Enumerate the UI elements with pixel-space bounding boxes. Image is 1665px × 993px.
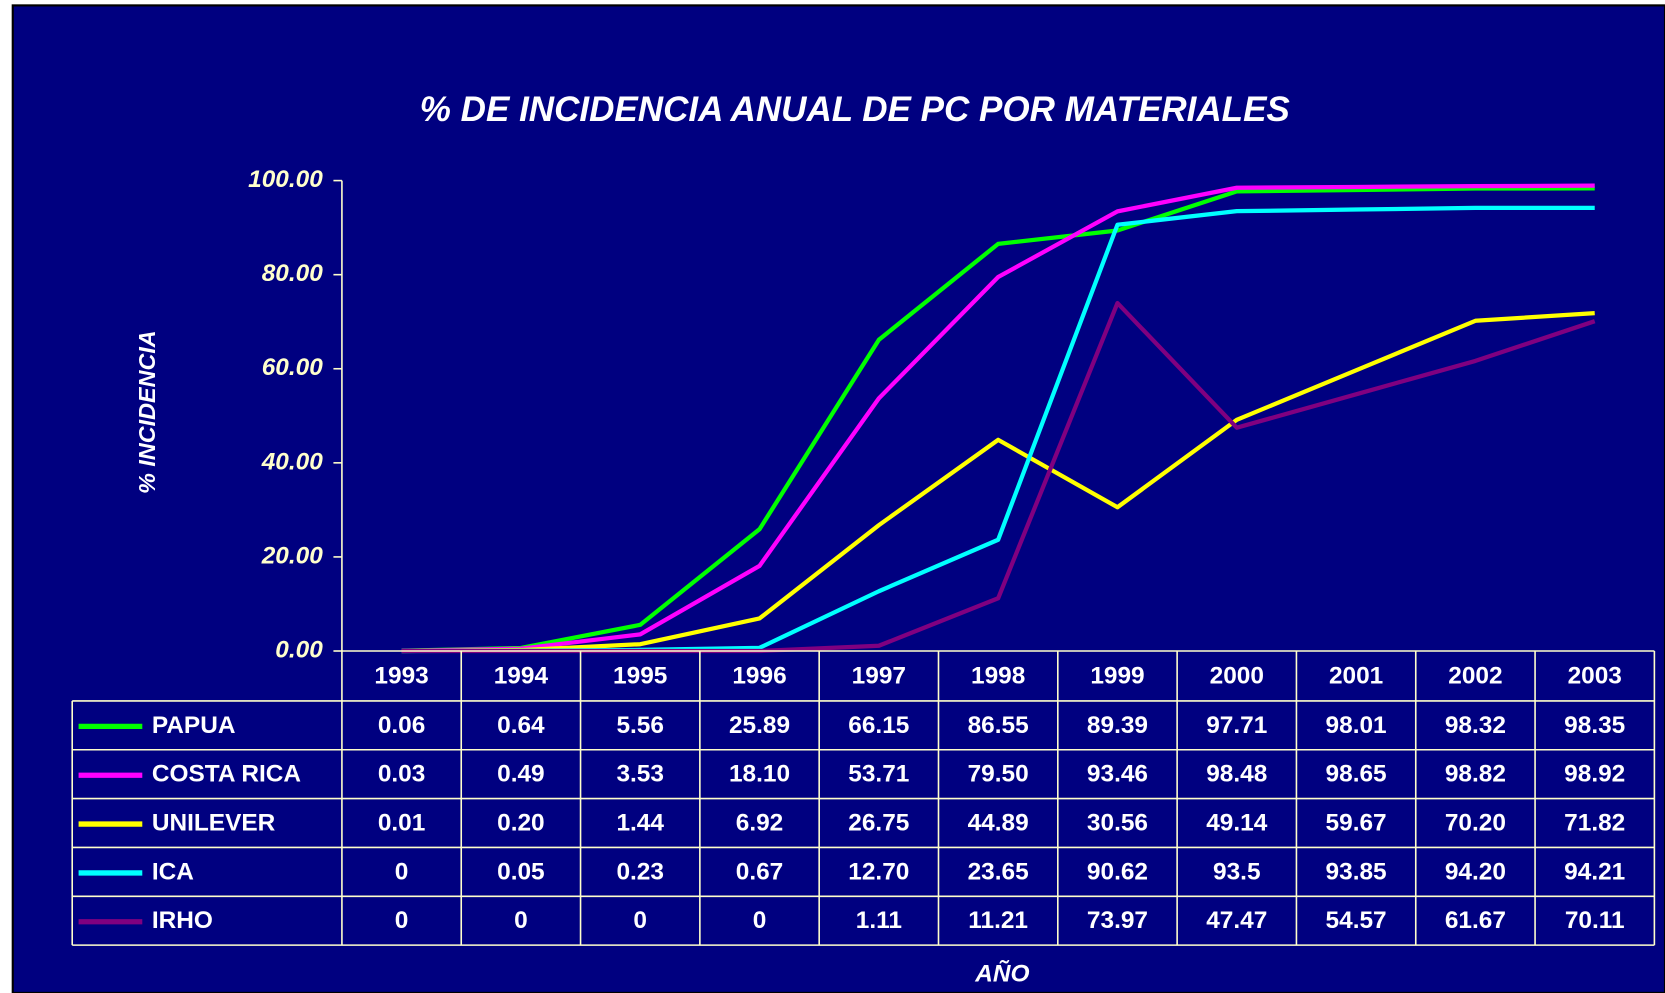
y-tick-label: 80.00 — [262, 260, 324, 287]
data-label: 66.15 — [848, 712, 909, 739]
data-label: 0 — [514, 907, 528, 934]
data-label: 98.01 — [1326, 712, 1387, 739]
data-label: 59.67 — [1326, 810, 1387, 837]
data-label: 98.32 — [1445, 712, 1506, 739]
legend-label: ICA — [152, 858, 194, 885]
data-label: 93.85 — [1326, 858, 1387, 885]
data-label: 98.92 — [1564, 761, 1625, 788]
data-label: 79.50 — [968, 761, 1029, 788]
data-label: 49.14 — [1206, 810, 1268, 837]
legend-label: UNILEVER — [152, 810, 276, 837]
data-label: 47.47 — [1206, 907, 1267, 934]
data-label: 97.71 — [1206, 712, 1267, 739]
data-label: 98.82 — [1445, 761, 1506, 788]
data-label: 98.35 — [1564, 712, 1625, 739]
data-label: 53.71 — [848, 761, 909, 788]
data-label: 12.70 — [848, 858, 909, 885]
data-label: 44.89 — [968, 810, 1029, 837]
y-tick-label: 20.00 — [261, 542, 324, 569]
data-label: 0.03 — [378, 761, 426, 788]
y-tick-label: 40.00 — [261, 448, 324, 475]
x-tick-label: 2001 — [1329, 662, 1383, 689]
data-label: 1.11 — [856, 907, 902, 934]
y-tick-label: 100.00 — [248, 166, 323, 193]
data-label: 0.06 — [378, 712, 426, 739]
legend-label: PAPUA — [152, 712, 236, 739]
data-label: 0.20 — [497, 810, 545, 837]
data-label: 3.53 — [616, 761, 664, 788]
legend-label: IRHO — [152, 907, 213, 934]
data-label: 0.67 — [736, 858, 784, 885]
data-label: 0.01 — [378, 810, 426, 837]
data-label: 89.39 — [1087, 712, 1148, 739]
series-line — [401, 311, 1595, 654]
data-label: 30.56 — [1087, 810, 1148, 837]
data-label: 94.20 — [1445, 858, 1506, 885]
y-axis-label: % INCIDENCIA — [134, 330, 160, 494]
data-label: 5.56 — [616, 712, 664, 739]
x-tick-label: 1994 — [494, 662, 549, 689]
data-label: 98.65 — [1326, 761, 1387, 788]
data-label: 90.62 — [1087, 858, 1148, 885]
series-line — [401, 183, 1595, 653]
data-label: 0 — [753, 907, 767, 934]
data-label: 94.21 — [1564, 858, 1625, 885]
data-label: 1.44 — [616, 810, 664, 837]
x-tick-label: 2000 — [1210, 662, 1264, 689]
data-label: 0.64 — [497, 712, 545, 739]
x-tick-label: 2002 — [1448, 662, 1502, 689]
data-label: 11.21 — [968, 907, 1028, 934]
x-tick-label: 1997 — [852, 662, 906, 689]
y-tick-label: 0.00 — [275, 636, 323, 663]
series-line — [401, 186, 1595, 653]
x-tick-label: 2003 — [1568, 662, 1622, 689]
data-label: 0.23 — [616, 858, 664, 885]
data-label: 6.92 — [736, 810, 784, 837]
legend-label: COSTA RICA — [152, 761, 301, 788]
data-label: 70.11 — [1565, 907, 1625, 934]
data-label: 0 — [633, 907, 647, 934]
data-label: 73.97 — [1087, 907, 1148, 934]
data-label: 0.05 — [497, 858, 545, 885]
chart-background — [11, 4, 1665, 993]
x-tick-label: 1996 — [732, 662, 786, 689]
data-label: 86.55 — [968, 712, 1029, 739]
x-axis-label: AÑO — [974, 959, 1029, 987]
x-tick-label: 1999 — [1090, 662, 1144, 689]
x-tick-label: 1995 — [613, 662, 667, 689]
data-label: 61.67 — [1445, 907, 1506, 934]
data-label: 93.5 — [1213, 858, 1261, 885]
data-label: 98.48 — [1206, 761, 1267, 788]
x-tick-label: 1998 — [971, 662, 1025, 689]
data-label: 93.46 — [1087, 761, 1148, 788]
data-label: 23.65 — [968, 858, 1029, 885]
data-label: 0.49 — [497, 761, 545, 788]
data-label: 0 — [395, 858, 409, 885]
data-label: 0 — [395, 907, 409, 934]
y-tick-label: 60.00 — [262, 354, 324, 381]
data-label: 26.75 — [848, 810, 909, 837]
x-tick-label: 1993 — [374, 662, 428, 689]
data-label: 71.82 — [1564, 810, 1625, 837]
chart-title: % DE INCIDENCIA ANUAL DE PC POR MATERIAL… — [420, 90, 1290, 129]
data-label: 70.20 — [1445, 810, 1506, 837]
data-label: 18.10 — [729, 761, 790, 788]
data-label: 25.89 — [729, 712, 790, 739]
data-label: 54.57 — [1326, 907, 1387, 934]
